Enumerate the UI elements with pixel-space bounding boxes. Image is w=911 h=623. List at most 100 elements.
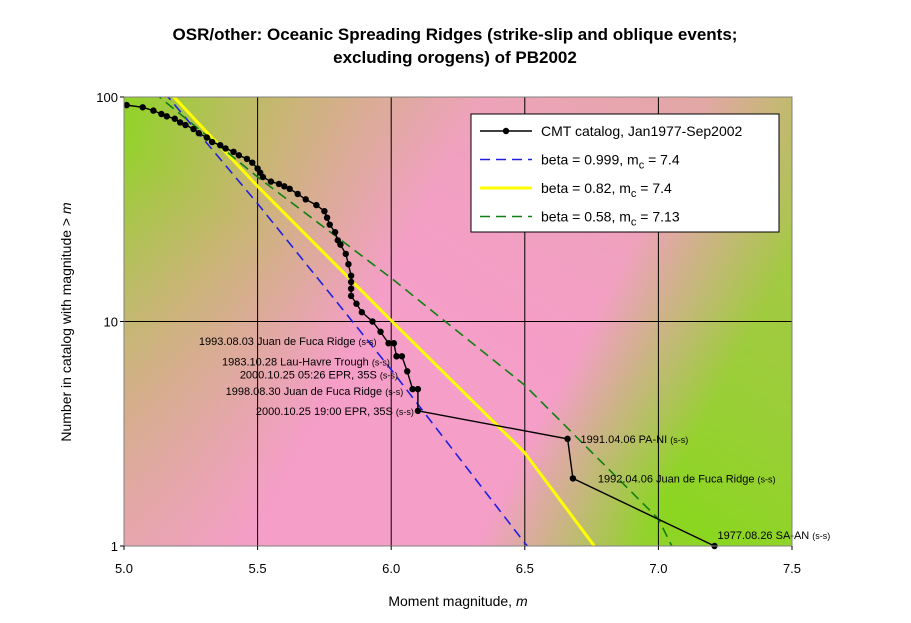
x-axis-title-var: m	[516, 593, 528, 609]
legend-label-sub: c	[631, 188, 637, 200]
catalog-point	[267, 178, 275, 185]
annotation-text: 1991.04.06 PA-NI	[581, 434, 671, 446]
catalog-point	[275, 180, 283, 188]
catalog-point	[331, 228, 339, 236]
legend-label-name: beta = 0.58, m	[541, 209, 631, 225]
catalog-point	[150, 107, 157, 114]
x-axis-title: Moment magnitude, m	[388, 593, 528, 609]
annotation-label: 1977.08.26 SA-AN (s-s)	[718, 530, 831, 542]
legend-box	[470, 113, 780, 233]
annotation-label: 1983.10.28 Lau-Havre Trough (s-s)	[222, 356, 390, 368]
x-axis-title-text: Moment magnitude,	[388, 593, 516, 609]
catalog-point	[243, 155, 251, 163]
catalog-point	[404, 368, 411, 375]
catalog-point	[208, 138, 216, 146]
annotation-type: (s-s)	[758, 474, 776, 484]
model-curve-2	[171, 97, 596, 546]
annotation-type: (s-s)	[359, 337, 377, 347]
y-axis-title-var: m	[58, 202, 74, 214]
y-tick-label: 10	[104, 315, 118, 330]
x-tick-label: 7.0	[649, 561, 667, 576]
annotation-text: 1977.08.26 SA-AN	[718, 530, 813, 542]
catalog-point	[235, 152, 243, 159]
legend-label-name: CMT catalog, Jan1977-Sep2002	[541, 123, 743, 139]
legend-label-suffix: = 7.4	[636, 180, 672, 196]
legend-label-suffix: = 7.13	[636, 209, 679, 225]
catalog-point	[323, 214, 331, 221]
catalog-point	[230, 148, 237, 156]
legend-label-suffix: = 7.4	[644, 152, 680, 168]
catalog-point	[195, 129, 203, 137]
model-curve-3	[158, 97, 673, 546]
annotation-type: (s-s)	[385, 387, 403, 397]
catalog-point	[281, 183, 288, 190]
catalog-series	[123, 101, 718, 550]
annotation-text: 1993.08.03 Juan de Fuca Ridge	[199, 336, 359, 348]
annotation-label: 1992.04.06 Juan de Fuca Ridge (s-s)	[598, 473, 776, 485]
annotation-label: 2000.10.25 05:26 EPR, 35S (s-s)	[240, 369, 398, 381]
x-tick-label: 7.5	[783, 561, 801, 576]
catalog-point	[345, 260, 352, 268]
catalog-point	[313, 201, 320, 209]
catalog-point	[369, 318, 376, 325]
catalog-point	[414, 407, 422, 415]
model-curve-1	[167, 97, 529, 546]
catalog-point	[182, 121, 189, 129]
legend-label-name: beta = 0.82, m	[541, 180, 631, 196]
chart-title-line2: excluding orogens) of PB2002	[333, 48, 577, 67]
annotation-label: 1993.08.03 Juan de Fuca Ridge (s-s)	[199, 336, 377, 348]
legend-label-sub: c	[631, 217, 637, 229]
catalog-point	[342, 250, 349, 258]
catalog-point	[302, 196, 309, 203]
catalog-point	[158, 110, 165, 118]
chart-title-line1: OSR/other: Oceanic Spreading Ridges (str…	[173, 25, 738, 44]
legend-marker-catalog	[502, 127, 510, 135]
catalog-point	[171, 115, 178, 122]
annotation-type: (s-s)	[812, 531, 830, 541]
model-curves	[158, 97, 673, 546]
x-tick-label: 6.5	[516, 561, 534, 576]
catalog-point	[216, 141, 224, 149]
catalog-point	[347, 285, 355, 292]
annotation-text: 2000.10.25 19:00 EPR, 35S	[256, 406, 396, 418]
x-tick-label: 5.5	[249, 561, 267, 576]
annotation-label: 2000.10.25 19:00 EPR, 35S (s-s)	[256, 406, 414, 418]
x-axis-ticks: 5.0 5.5 6.0 6.5 7.0 7.5	[115, 546, 801, 576]
catalog-point	[393, 353, 400, 360]
catalog-point	[390, 340, 398, 347]
catalog-point	[398, 353, 406, 360]
catalog-point	[569, 475, 577, 482]
y-axis-title: Number in catalog with magnitude > m	[58, 202, 74, 442]
annotation-text: 1998.08.30 Juan de Fuca Ridge	[226, 386, 386, 398]
catalog-point	[249, 159, 256, 166]
legend-label-sub: c	[639, 160, 645, 172]
y-axis-ticks: 1 10 100	[96, 90, 124, 554]
y-tick-label: 100	[96, 90, 118, 105]
catalog-point	[203, 134, 211, 141]
annotation-type: (s-s)	[396, 407, 414, 417]
catalog-point	[190, 125, 197, 133]
x-tick-label: 5.0	[115, 561, 133, 576]
annotation-type: (s-s)	[380, 370, 398, 380]
catalog-point	[409, 385, 416, 393]
catalog-point	[564, 435, 571, 443]
catalog-point	[385, 340, 392, 347]
catalog-point	[377, 328, 384, 335]
legend-label-name: beta = 0.999, m	[541, 152, 639, 168]
annotations: 1993.08.03 Juan de Fuca Ridge (s-s) 1983.…	[199, 336, 830, 542]
catalog-point	[123, 101, 130, 109]
legend-label: CMT catalog, Jan1977-Sep2002	[541, 123, 743, 139]
catalog-point	[139, 104, 146, 111]
catalog-point	[326, 221, 333, 228]
legend-label: beta = 0.58, mc = 7.13	[541, 209, 680, 229]
annotation-label: 1998.08.30 Juan de Fuca Ridge (s-s)	[226, 386, 404, 398]
catalog-point	[358, 309, 366, 316]
annotation-text: 1983.10.28 Lau-Havre Trough	[222, 356, 372, 368]
x-tick-label: 6.0	[382, 561, 400, 576]
catalog-point	[347, 272, 355, 279]
catalog-point	[222, 145, 229, 152]
legend-label: beta = 0.82, mc = 7.4	[541, 180, 672, 200]
catalog-point	[347, 278, 355, 286]
annotation-label: 1991.04.06 PA-NI (s-s)	[581, 434, 689, 446]
